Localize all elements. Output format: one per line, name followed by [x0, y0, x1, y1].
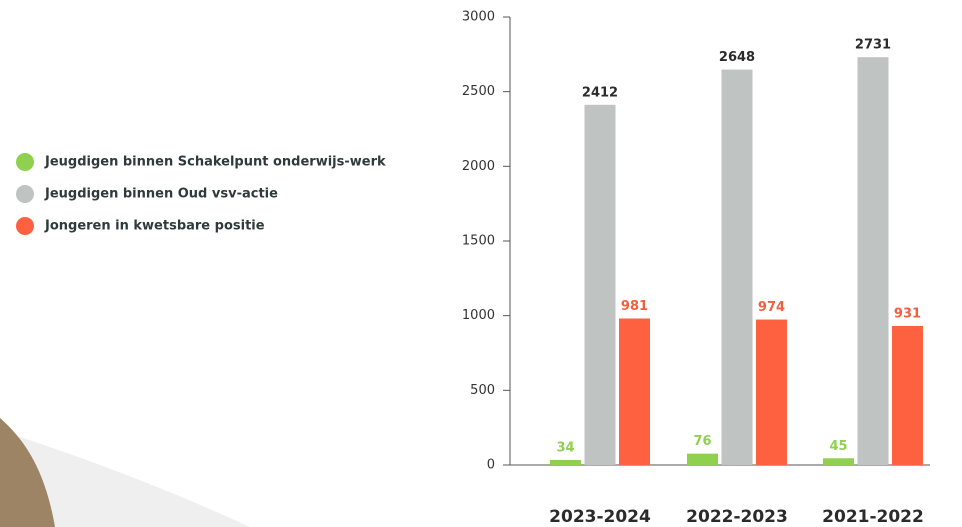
- value-label: 931: [894, 306, 921, 321]
- y-tick-label: 1500: [462, 234, 495, 249]
- legend-marker: [16, 185, 34, 203]
- y-tick-label: 2000: [462, 159, 495, 174]
- bar: [687, 453, 718, 465]
- value-label: 2731: [855, 38, 891, 53]
- value-label: 45: [829, 439, 847, 454]
- bar: [619, 318, 650, 465]
- x-tick-label: 2022-2023: [686, 507, 788, 527]
- background-shape: [0, 430, 250, 527]
- x-tick-label: 2021-2022: [822, 507, 924, 527]
- x-tick-label: 2023-2024: [549, 507, 651, 527]
- legend-label: Jongeren in kwetsbare positie: [44, 219, 265, 234]
- bar: [550, 459, 581, 465]
- bar: [823, 458, 854, 465]
- legend-label: Jeugdigen binnen Oud vsv-actie: [44, 187, 278, 202]
- bar: [857, 57, 889, 466]
- bar: [892, 325, 923, 465]
- bar: [756, 319, 787, 465]
- background-shape: [0, 418, 55, 527]
- value-label: 981: [621, 299, 648, 314]
- value-label: 34: [556, 440, 574, 455]
- y-tick-label: 500: [470, 383, 495, 398]
- y-tick-label: 1000: [462, 308, 495, 323]
- value-label: 2648: [719, 50, 755, 65]
- legend-marker: [16, 153, 34, 171]
- value-label: 76: [693, 434, 711, 449]
- y-tick-label: 3000: [462, 10, 495, 25]
- value-label: 974: [758, 300, 785, 315]
- value-label: 2412: [582, 85, 618, 100]
- y-tick-label: 0: [487, 458, 495, 473]
- bar: [721, 69, 753, 465]
- legend-marker: [16, 217, 34, 235]
- legend-label: Jeugdigen binnen Schakelpunt onderwijs-w…: [44, 155, 386, 170]
- y-tick-label: 2500: [462, 84, 495, 99]
- bar: [584, 104, 616, 466]
